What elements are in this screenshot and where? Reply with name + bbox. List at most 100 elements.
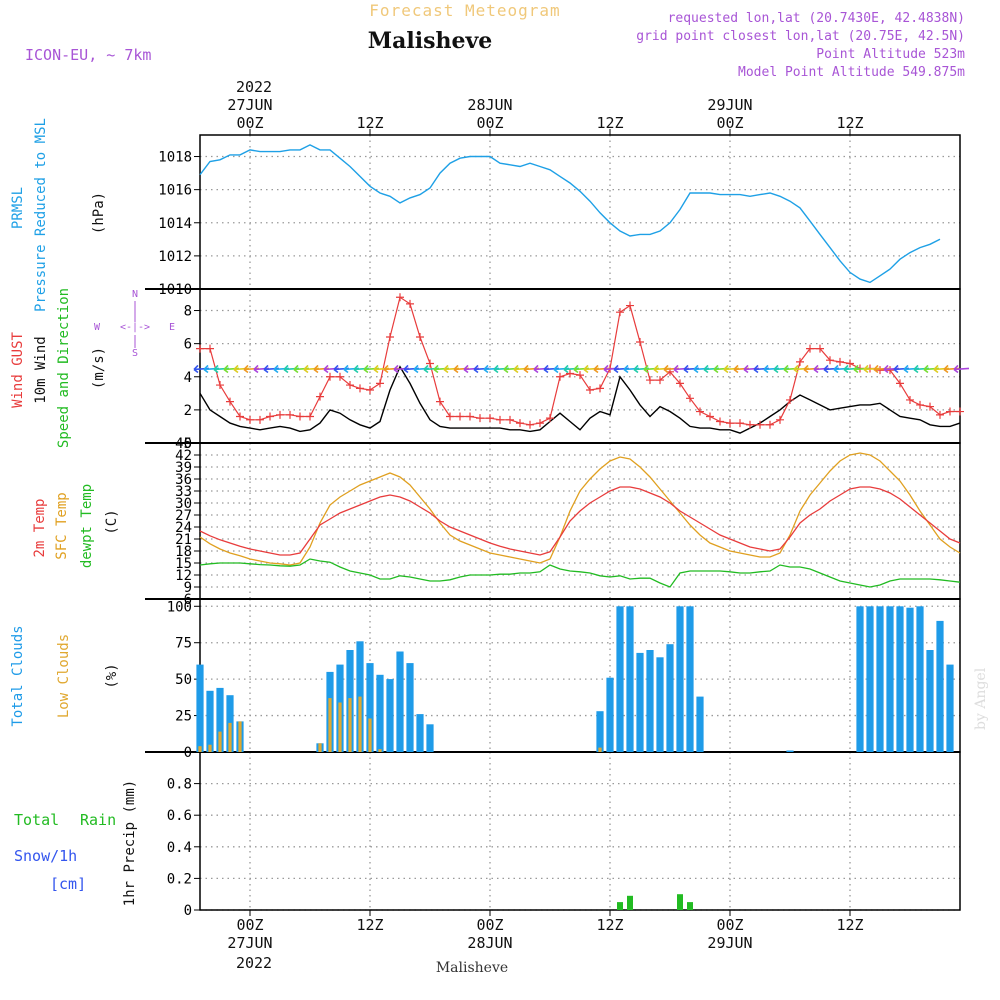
gust-marker xyxy=(786,395,794,404)
bottom-date-label: 27JUN xyxy=(227,934,272,952)
rain-bar xyxy=(617,902,623,910)
model-label: ICON-EU, ~ 7km xyxy=(25,46,151,64)
ytick-label: 36 xyxy=(175,472,192,488)
total-cloud-bar xyxy=(676,606,684,752)
total-cloud-bar xyxy=(656,657,664,752)
gust-marker xyxy=(356,384,364,393)
plot-layer: 1010101210141016101802468691215182124273… xyxy=(145,96,970,952)
chart-title-top: Forecast Meteogram xyxy=(369,1,560,20)
gust-marker xyxy=(686,394,694,403)
sfc-temp-line xyxy=(199,452,961,566)
precip-unit: 1hr Precip (mm) xyxy=(122,780,138,906)
gust-marker xyxy=(626,301,634,310)
ytick-label: 0.6 xyxy=(167,808,192,824)
gust-marker xyxy=(306,412,314,421)
rain-bar xyxy=(677,894,683,910)
low-cloud-bar xyxy=(228,722,232,752)
ytick-label: 50 xyxy=(175,672,192,688)
prmsl-label: PRMSL xyxy=(10,187,26,229)
gust-marker xyxy=(266,412,274,421)
top-year: 2022 xyxy=(236,78,272,96)
gust-marker xyxy=(346,381,354,390)
requested-coords: requested lon,lat (20.7430E, 42.4838N) xyxy=(668,11,965,26)
gust-marker xyxy=(556,372,564,381)
low-clouds-label: Low Clouds xyxy=(56,634,72,718)
gust-marker xyxy=(516,419,524,428)
panel-frame xyxy=(199,751,961,911)
bottom-date-label: 29JUN xyxy=(707,934,752,952)
gust-marker xyxy=(806,344,814,353)
cloud-labels: Total Clouds Low Clouds (%) xyxy=(10,625,120,726)
top-date-label: 29JUN xyxy=(707,96,752,114)
total-cloud-bar xyxy=(216,687,224,752)
ytick-label: 1018 xyxy=(158,150,192,166)
low-cloud-bar xyxy=(348,698,352,752)
dewpoint-line xyxy=(199,558,961,588)
gust-marker xyxy=(596,384,604,393)
gust-marker xyxy=(816,344,824,353)
gust-marker xyxy=(296,412,304,421)
panel-frame xyxy=(199,598,961,753)
bottom-date-label: 28JUN xyxy=(467,934,512,952)
gust-marker xyxy=(386,333,394,342)
gust-marker xyxy=(466,412,474,421)
wind-labels: Wind GUST 10m Wind Speed and Direction (… xyxy=(10,288,175,448)
ytick-label: 8 xyxy=(184,304,192,320)
gust-marker xyxy=(436,397,444,406)
total-cloud-bar xyxy=(636,652,644,752)
gust-marker xyxy=(836,357,844,366)
gust-marker xyxy=(906,395,914,404)
gust-marker xyxy=(826,356,834,365)
total-cloud-bar xyxy=(196,664,204,752)
top-hour-label: 12Z xyxy=(836,114,863,132)
t2m-label: 2m Temp xyxy=(32,498,48,557)
total-cloud-bar xyxy=(876,606,884,752)
gust-marker xyxy=(796,357,804,366)
wind-arrow xyxy=(953,364,970,374)
dew-label: dewpt Temp xyxy=(79,484,95,568)
cloud-unit: (%) xyxy=(104,663,120,688)
low-cloud-bar xyxy=(338,702,342,752)
pressure-labels: PRMSL Pressure Reduced to MSL (hPa) xyxy=(10,118,107,312)
gust-marker xyxy=(546,414,554,423)
gust-marker xyxy=(576,371,584,380)
ytick-label: 9 xyxy=(184,580,192,596)
gust-marker xyxy=(376,379,384,388)
ytick-label: 21 xyxy=(175,532,192,548)
watermark: by Angel xyxy=(973,667,989,730)
total-cloud-bar xyxy=(906,607,914,752)
compass-w: W xyxy=(94,322,101,333)
gust-marker xyxy=(226,397,234,406)
top-hour-label: 00Z xyxy=(476,114,503,132)
bottom-hour-label: 12Z xyxy=(836,916,863,934)
top-hour-label: 00Z xyxy=(236,114,263,132)
ytick-label: 1014 xyxy=(158,216,192,232)
ytick-label: 1016 xyxy=(158,183,192,199)
footer-location: Malisheve xyxy=(436,960,508,976)
bottom-hour-label: 12Z xyxy=(596,916,623,934)
total-cloud-bar xyxy=(426,724,434,752)
gust-marker xyxy=(756,420,764,429)
bottom-hour-label: 00Z xyxy=(476,916,503,934)
gust-line xyxy=(200,296,960,426)
gust-marker xyxy=(476,414,484,423)
gust-marker xyxy=(896,379,904,388)
gust-marker xyxy=(956,407,964,416)
low-cloud-bar xyxy=(198,746,202,752)
pressure-panel: 10101012101410161018 xyxy=(158,134,961,298)
gust-marker xyxy=(456,412,464,421)
rain-label: Rain xyxy=(80,811,116,829)
gust-marker xyxy=(496,415,504,424)
gust-marker xyxy=(886,366,894,375)
total-cloud-bar xyxy=(936,620,944,752)
wind-panel: 02468 xyxy=(184,288,961,452)
gust-marker xyxy=(706,412,714,421)
ytick-label: 0 xyxy=(184,903,192,919)
compass-e: E xyxy=(169,322,175,333)
total-cloud-bar xyxy=(696,696,704,752)
gust-marker xyxy=(256,415,264,424)
top-hour-label: 12Z xyxy=(356,114,383,132)
ytick-label: 0.4 xyxy=(167,840,192,856)
ytick-label: 6 xyxy=(184,337,192,353)
